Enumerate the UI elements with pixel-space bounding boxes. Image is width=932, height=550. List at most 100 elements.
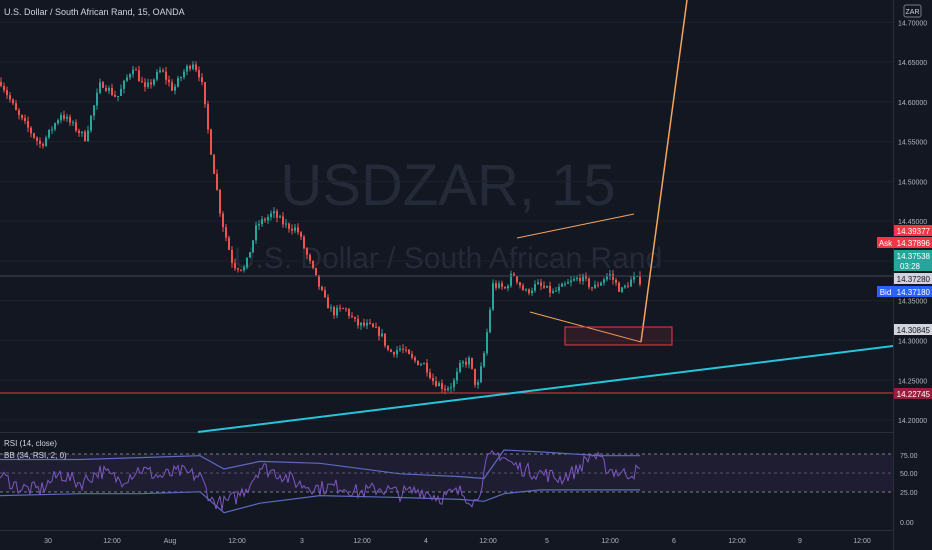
target-box[interactable]: [564, 326, 673, 346]
price-grid: [0, 21, 893, 421]
candle-body: [201, 77, 203, 83]
candle-body: [255, 225, 257, 241]
candle-body: [114, 94, 116, 97]
currency-badge[interactable]: [903, 4, 922, 18]
candle-body: [597, 284, 599, 286]
candle-body: [630, 279, 632, 287]
ascending-trendline[interactable]: [197, 345, 894, 433]
candle-body: [192, 64, 194, 69]
projection-line[interactable]: [640, 0, 688, 343]
candle-body: [198, 70, 200, 78]
candle-body: [132, 69, 134, 75]
price-tick: 14.65000: [898, 60, 927, 67]
bb-upper-line: [0, 449, 640, 480]
candle-body: [552, 290, 554, 293]
candle-body: [207, 104, 209, 130]
candle-body: [156, 71, 158, 80]
price-label-high: 14.39377: [894, 225, 932, 236]
candle-body: [90, 115, 92, 131]
candle-body: [489, 309, 491, 333]
candle-body: [594, 284, 596, 289]
candle-body: [531, 290, 533, 294]
candle-body: [66, 116, 68, 119]
candle-body: [84, 131, 86, 141]
candle-body: [504, 287, 506, 289]
candle-body: [312, 260, 314, 268]
candle-body: [360, 322, 362, 326]
rsi-lines: [0, 449, 641, 514]
rsi-tick: 75.00: [900, 453, 918, 460]
candle-body: [396, 350, 398, 355]
pattern-upper-line[interactable]: [516, 213, 635, 239]
candle-body: [42, 143, 44, 146]
candle-body: [540, 282, 542, 286]
rsi-axis-ticks: 75.00 50.00 25.00 0.00: [900, 453, 918, 527]
time-tick: 9: [798, 538, 802, 545]
candle-body: [363, 322, 365, 326]
candle-body: [441, 383, 443, 389]
candle-body: [282, 216, 284, 225]
time-tick: 6: [672, 538, 676, 545]
candle-body: [21, 114, 23, 118]
price-label-bid: Bid 14.37180: [877, 286, 932, 297]
candle-body: [348, 309, 350, 316]
candle-body: [294, 227, 296, 231]
svg-text:14.37180: 14.37180: [897, 288, 931, 297]
candle-body: [573, 279, 575, 281]
price-tick: 14.50000: [898, 179, 927, 186]
candle-body: [30, 127, 32, 134]
candle-body: [75, 122, 77, 131]
candle-body: [435, 381, 437, 387]
candle-body: [522, 285, 524, 291]
candle-body: [15, 103, 17, 111]
candle-body: [108, 87, 110, 91]
rsi-title[interactable]: RSI (14, close): [4, 439, 57, 448]
candle-body: [477, 382, 479, 385]
candle-body: [483, 353, 485, 367]
candle-body: [414, 357, 416, 361]
candle-body: [318, 275, 320, 287]
candle-body: [555, 290, 557, 292]
candle-body: [330, 307, 332, 309]
candle-body: [105, 87, 107, 91]
candle-body: [276, 211, 278, 218]
candle-body: [618, 282, 620, 292]
candle-body: [216, 173, 218, 190]
price-tick: 14.55000: [898, 140, 927, 147]
candle-body: [450, 387, 452, 389]
time-tick: Aug: [164, 538, 177, 545]
candle-body: [336, 307, 338, 316]
candle-body: [561, 283, 563, 287]
candle-body: [588, 278, 590, 288]
candle-body: [315, 267, 317, 276]
svg-text:14.39377: 14.39377: [897, 227, 931, 236]
svg-text:14.37896: 14.37896: [897, 239, 931, 248]
candle-body: [606, 275, 608, 280]
time-axis[interactable]: 30 12:00 Aug 12:00 3 12:00 4 12:00 5 12:00 6 12:00 9…: [44, 538, 871, 545]
candle-body: [513, 273, 515, 276]
candle-body: [219, 189, 221, 214]
bb-title[interactable]: BB (34, RSI, 2, 0): [4, 451, 67, 460]
candle-body: [507, 285, 509, 289]
candle-body: [423, 362, 425, 365]
rsi-line: [0, 449, 641, 511]
candle-body: [126, 77, 128, 81]
candle-body: [369, 323, 371, 325]
candle-body: [303, 236, 305, 249]
candle-body: [189, 65, 191, 69]
candle-body: [444, 388, 446, 391]
candle-body: [249, 252, 251, 258]
candle-body: [225, 227, 227, 238]
price-tick: 14.45000: [898, 219, 927, 226]
candle-body: [495, 283, 497, 288]
candle-body: [195, 64, 197, 71]
candle-body: [306, 248, 308, 255]
candle-body: [270, 213, 272, 217]
price-pane[interactable]: [0, 0, 893, 432]
candle-body: [0, 81, 2, 86]
candle-body: [150, 82, 152, 85]
candle-body: [174, 86, 176, 91]
candle-body: [393, 351, 395, 355]
price-label-support: 14.22745: [894, 388, 932, 399]
